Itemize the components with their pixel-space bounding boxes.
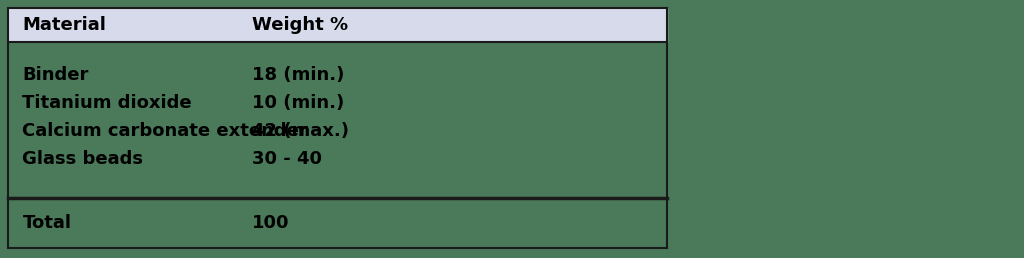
Text: Calcium carbonate extender: Calcium carbonate extender <box>23 122 308 140</box>
Text: 30 - 40: 30 - 40 <box>252 150 322 168</box>
Text: 18 (min.): 18 (min.) <box>252 66 344 84</box>
Text: 10 (min.): 10 (min.) <box>252 94 344 112</box>
Text: Weight %: Weight % <box>252 16 348 34</box>
Text: Total: Total <box>23 214 72 232</box>
Text: 42 (max.): 42 (max.) <box>252 122 349 140</box>
Text: 100: 100 <box>252 214 290 232</box>
Text: Glass beads: Glass beads <box>23 150 143 168</box>
Text: Titanium dioxide: Titanium dioxide <box>23 94 193 112</box>
Text: Material: Material <box>23 16 106 34</box>
Text: Binder: Binder <box>23 66 89 84</box>
